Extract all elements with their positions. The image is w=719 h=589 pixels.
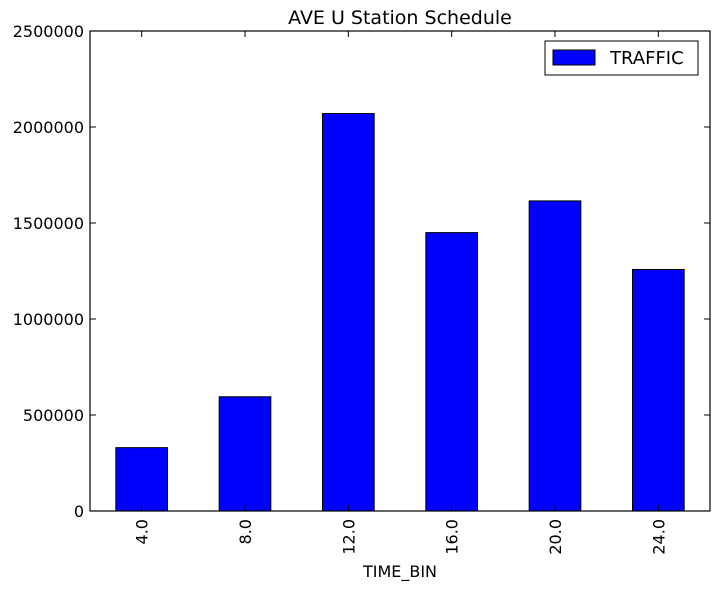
bar	[528, 200, 582, 512]
chart-title: AVE U Station Schedule	[288, 7, 512, 29]
y-tick-label: 500000	[23, 406, 84, 425]
legend-swatch	[552, 49, 596, 66]
y-tick-label: 0	[74, 502, 84, 521]
x-tick-label: 12.0	[339, 519, 358, 555]
x-axis-label: TIME_BIN	[362, 562, 437, 582]
bar	[425, 232, 479, 512]
x-tick-label: 4.0	[133, 519, 152, 544]
plot-frame	[89, 30, 711, 512]
bar	[115, 447, 169, 512]
bar	[322, 113, 375, 512]
legend-label: TRAFFIC	[609, 48, 684, 69]
x-tick-label: 20.0	[546, 519, 565, 555]
y-tick-label: 2000000	[13, 118, 84, 137]
legend: TRAFFIC	[544, 40, 699, 76]
x-tick-label: 8.0	[236, 519, 255, 544]
x-axis: 4.0 8.0 12.0 16.0 20.0 24.0	[133, 31, 668, 555]
y-axis: 0 500000 1000000 1500000 2000000 2500000	[13, 22, 710, 521]
x-tick-label: 24.0	[649, 519, 668, 555]
y-tick-label: 2500000	[13, 22, 84, 41]
bar	[218, 396, 272, 512]
y-tick-label: 1500000	[13, 214, 84, 233]
y-tick-label: 1000000	[13, 310, 84, 329]
x-tick-label: 16.0	[443, 519, 462, 555]
bar	[632, 268, 685, 512]
bars	[115, 113, 685, 512]
